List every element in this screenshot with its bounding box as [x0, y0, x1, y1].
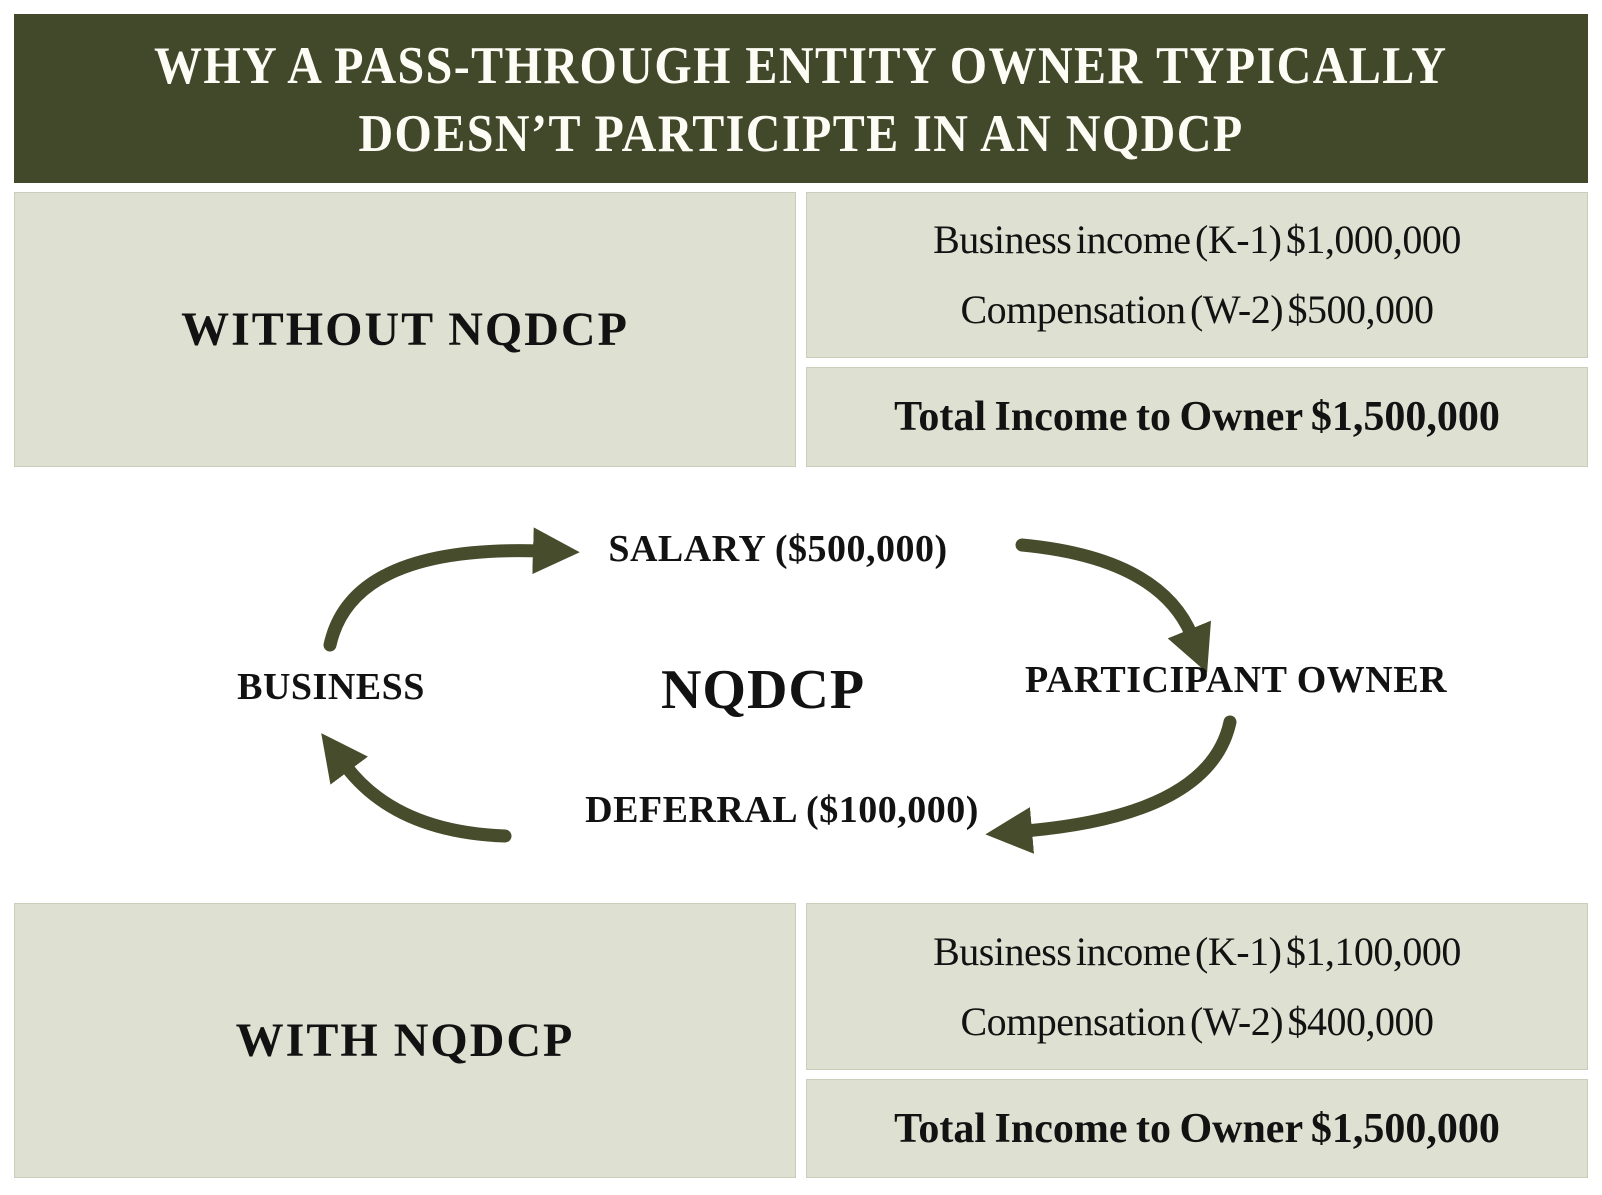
cycle-business-label: BUSINESS	[237, 666, 425, 708]
with-nqdcp-label: WITH NQDCP	[235, 1014, 575, 1067]
without-total-line: Total Income to Owner $1,500,000	[894, 394, 1500, 440]
with-business-income-line: Business income (K-1) $1,100,000	[933, 928, 1461, 974]
cycle-nqdcp-label: NQDCP	[660, 659, 866, 721]
arrow-salary-to-participant	[1015, 538, 1211, 673]
without-total-box: Total Income to Owner $1,500,000	[806, 367, 1588, 467]
cycle-deferral-label: DEFERRAL ($100,000)	[585, 789, 979, 831]
without-business-income-line: Business income (K-1) $1,000,000	[933, 217, 1461, 262]
with-nqdcp-box: WITH NQDCP	[14, 903, 796, 1178]
with-total-box: Total Income to Owner $1,500,000	[806, 1079, 1588, 1178]
without-compensation-line: Compensation (W-2) $500,000	[960, 287, 1434, 332]
without-nqdcp-label: WITHOUT NQDCP	[181, 303, 629, 356]
title-line-2: DOESN’T PARTICIPTE IN AN NQDCP	[358, 102, 1244, 163]
without-income-box: Business income (K-1) $1,000,000 Compens…	[806, 192, 1588, 358]
title-banner: WHY A PASS-THROUGH ENTITY OWNER TYPICALL…	[14, 14, 1588, 183]
arrow-business-to-salary	[323, 527, 580, 652]
with-total-line: Total Income to Owner $1,500,000	[894, 1105, 1500, 1152]
arrow-deferral-to-business	[321, 733, 512, 843]
with-income-box: Business income (K-1) $1,100,000 Compens…	[806, 903, 1588, 1070]
with-compensation-line: Compensation (W-2) $400,000	[960, 998, 1434, 1044]
cycle-salary-label: SALARY ($500,000)	[608, 528, 948, 570]
arrow-participant-to-deferral	[985, 715, 1237, 854]
title-line-1: WHY A PASS-THROUGH ENTITY OWNER TYPICALL…	[154, 34, 1448, 95]
without-nqdcp-box: WITHOUT NQDCP	[14, 192, 796, 467]
cycle-participant-owner-label: PARTICIPANT OWNER	[1024, 659, 1448, 701]
